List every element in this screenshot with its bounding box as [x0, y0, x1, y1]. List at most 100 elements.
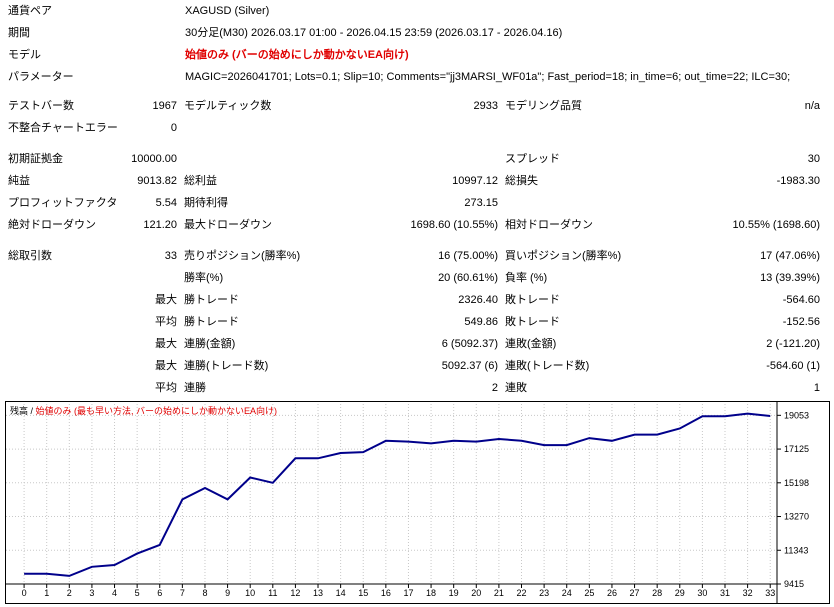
avg-win-value: 549.86 [464, 316, 498, 328]
loss-rate-label: 負率 (%) [505, 272, 548, 284]
largest-prefix: 最大 [155, 294, 177, 306]
y-tick-label: 19053 [784, 410, 809, 420]
avg-consec-losses-value: 1 [813, 382, 820, 394]
test-bars-value: 1967 [152, 100, 177, 112]
largest-win-value: 2326.40 [458, 294, 498, 306]
x-tick-label: 30 [697, 588, 707, 598]
gross-profit-label: 総利益 [184, 175, 217, 187]
spread-label: スプレッド [505, 153, 560, 165]
period-value: 30分足(M30) 2026.03.17 01:00 - 2026.04.15 … [185, 27, 563, 39]
x-tick-label: 17 [403, 588, 413, 598]
y-tick-label: 9415 [784, 579, 804, 589]
model-quality-value: n/a [804, 100, 820, 112]
balance-chart-svg: 0 1 2 3 4 5 6 7 8 9 10 11 12 13 14 15 16 17 18 19 20 21 22 23 24… [5, 401, 830, 604]
x-tick-label: 9 [225, 588, 230, 598]
model-label: モデル [8, 49, 41, 61]
max-prefix-2: 最大 [155, 360, 177, 372]
balance-chart: 0 1 2 3 4 5 6 7 8 9 10 11 12 13 14 15 16 17 18 19 20 21 22 23 24… [5, 401, 830, 604]
model-quality-label: モデリング品質 [505, 100, 582, 112]
gross-loss-value: -1983.30 [776, 175, 820, 187]
x-tick-label: 31 [720, 588, 730, 598]
rel-drawdown-value: 10.55% (1698.60) [732, 219, 820, 231]
chart-grid [6, 404, 777, 585]
net-profit-label: 純益 [8, 175, 30, 187]
model-value: 始値のみ (バーの始めにしか動かないEA向け) [185, 49, 409, 61]
x-tick-label: 19 [449, 588, 459, 598]
x-tick-label: 6 [157, 588, 162, 598]
chart-frame [5, 401, 830, 604]
period-label: 期間 [8, 27, 30, 39]
params-label: パラメーター [8, 71, 74, 83]
profit-factor-value: 5.54 [155, 197, 177, 209]
x-tick-label: 13 [313, 588, 323, 598]
avg-consec-losses-label: 連敗 [505, 382, 527, 394]
win-rate-label: 勝率(%) [184, 272, 224, 284]
max-consec-profit-label: 連勝(トレード数) [184, 360, 269, 372]
x-tick-label: 14 [336, 588, 346, 598]
expected-payoff-label: 期待利得 [184, 197, 228, 209]
abs-drawdown-value: 121.20 [143, 219, 177, 231]
x-tick-label: 4 [112, 588, 117, 598]
y-tick-label: 11343 [784, 545, 808, 555]
x-tick-label: 26 [607, 588, 617, 598]
chart-title: 残高 / 始値のみ (最も早い方法, バーの始めにしか動かないEA向け) [10, 405, 277, 416]
avg-win-label: 勝トレード [184, 316, 239, 328]
max-consec-losses-money-value: 2 (-121.20) [766, 338, 820, 350]
chart-title-model: 始値のみ (最も早い方法, バーの始めにしか動かないEA向け) [36, 405, 278, 416]
model-ticks-label: モデルティック数 [184, 100, 272, 112]
loss-rate-value: 13 (39.39%) [760, 272, 820, 284]
symbol-value: XAGUSD (Silver) [185, 5, 270, 17]
symbol-label: 通貨ペア [8, 5, 52, 17]
x-tick-label: 23 [539, 588, 549, 598]
avg-consec-wins-value: 2 [491, 382, 498, 394]
x-tick-label: 16 [381, 588, 391, 598]
initial-deposit-label: 初期証拠金 [8, 153, 63, 165]
mismatch-label: 不整合チャートエラー [8, 122, 118, 134]
x-tick-label: 29 [675, 588, 685, 598]
max-consec-loss-value: -564.60 (1) [766, 360, 820, 372]
params-value: MAGIC=2026041701; Lots=0.1; Slip=10; Com… [185, 71, 791, 83]
x-tick-label: 18 [426, 588, 436, 598]
max-consec-loss-label: 連敗(トレード数) [505, 360, 590, 372]
y-tick-label: 17125 [784, 444, 809, 454]
initial-deposit-value: 10000.00 [131, 153, 177, 165]
chart-title-balance: 残高 [10, 405, 28, 416]
largest-win-label: 勝トレード [184, 294, 239, 306]
x-tick-label: 8 [202, 588, 207, 598]
y-tick-label: 15198 [784, 478, 809, 488]
x-tick-label: 1 [44, 588, 49, 598]
chart-title-separator: / [28, 406, 36, 416]
test-bars-label: テストバー数 [8, 100, 74, 112]
max-prefix-1: 最大 [155, 338, 177, 350]
net-profit-value: 9013.82 [137, 175, 177, 187]
win-rate-value: 20 (60.61%) [438, 272, 498, 284]
x-tick-label: 33 [765, 588, 775, 598]
total-trades-value: 33 [164, 250, 177, 262]
x-tick-label: 25 [584, 588, 594, 598]
max-drawdown-label: 最大ドローダウン [184, 219, 272, 231]
x-tick-label: 2 [67, 588, 72, 598]
expected-payoff-value: 273.15 [464, 197, 498, 209]
chart-ticks: 0 1 2 3 4 5 6 7 8 9 10 11 12 13 14 15 16 17 18 19 20 21 22 23 24… [22, 410, 809, 598]
max-drawdown-value: 1698.60 (10.55%) [410, 219, 498, 231]
x-tick-label: 28 [652, 588, 662, 598]
x-tick-label: 27 [630, 588, 640, 598]
x-tick-label: 0 [22, 588, 27, 598]
gross-profit-value: 10997.12 [452, 175, 498, 187]
short-positions-value: 16 (75.00%) [438, 250, 498, 262]
x-tick-label: 5 [135, 588, 140, 598]
gross-loss-label: 総損失 [505, 175, 538, 187]
max-consec-wins-money-value: 6 (5092.37) [441, 338, 498, 350]
x-tick-label: 15 [358, 588, 368, 598]
long-positions-value: 17 (47.06%) [760, 250, 820, 262]
max-consec-wins-money-label: 連勝(金額) [184, 338, 236, 350]
average-prefix: 平均 [155, 316, 177, 328]
largest-loss-label: 敗トレード [505, 294, 560, 306]
avg-consec-wins-label: 連勝 [184, 382, 206, 394]
abs-drawdown-label: 絶対ドローダウン [8, 219, 96, 231]
avg-prefix-2: 平均 [155, 382, 177, 394]
x-tick-label: 7 [180, 588, 185, 598]
x-tick-label: 10 [245, 588, 255, 598]
x-tick-label: 32 [743, 588, 753, 598]
spread-value: 30 [807, 153, 820, 165]
